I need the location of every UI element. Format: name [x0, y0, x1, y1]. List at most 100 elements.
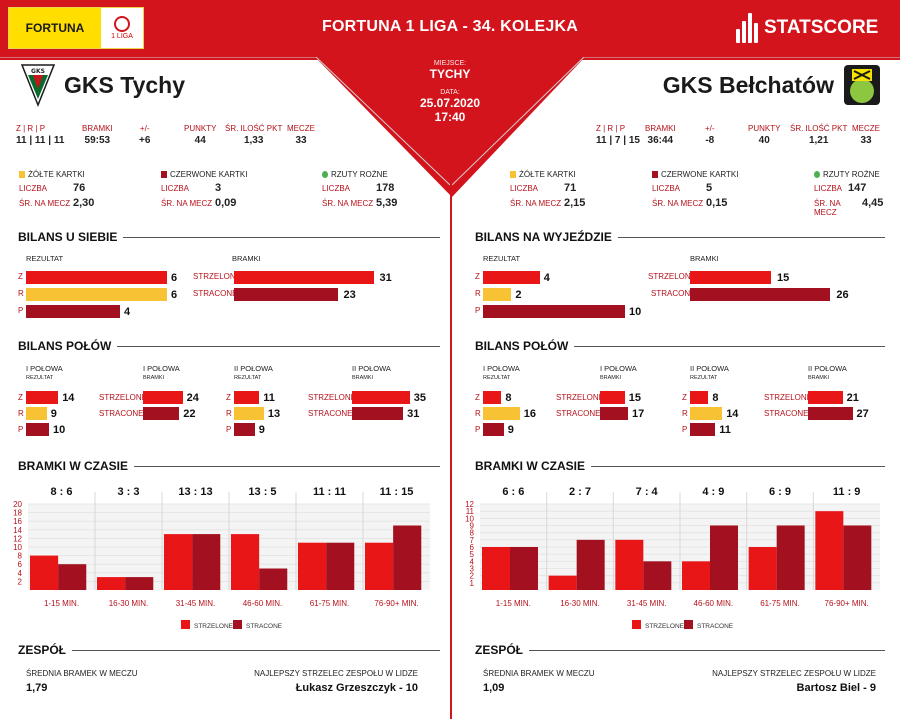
- balance-value-z: 4: [543, 272, 550, 284]
- half-value-z: 8: [505, 392, 512, 404]
- corner-ball-icon: [814, 171, 820, 178]
- half-bar-scored: [600, 391, 625, 404]
- half-value-p: 9: [507, 424, 514, 436]
- home-diff-label: +/-: [139, 124, 150, 133]
- half-sub-1: BRAMKI: [600, 375, 622, 381]
- score-label: 11 : 15: [380, 486, 414, 498]
- result-label: REZULTAT: [26, 254, 64, 263]
- r-label: R: [18, 289, 24, 298]
- goals-value-conceded: 26: [836, 289, 849, 301]
- half-label-r: R: [18, 409, 24, 418]
- away-matches-value: 33: [860, 135, 872, 146]
- score-label: 11 : 9: [833, 486, 861, 498]
- y-tick-label: 5: [470, 550, 475, 559]
- y-tick-label: 18: [13, 509, 22, 518]
- corner-avg: 5,39: [376, 197, 398, 209]
- venue-label: MIEJSCE:: [433, 60, 467, 67]
- half-sub-0: REZULTAT: [483, 375, 511, 381]
- p-label: P: [475, 306, 481, 315]
- balance-value-r: 2: [515, 289, 522, 301]
- away-yellow-cards: ŻÓŁTE KARTKI LICZBA 71 ŚR. NA MECZ 2,15: [510, 170, 585, 209]
- half-sub-3: BRAMKI: [808, 375, 830, 381]
- half-title-0: I POŁOWA: [483, 364, 520, 373]
- legend-scored-label: STRZELONE: [645, 623, 685, 630]
- goals-col-label: BRAMKI: [690, 254, 719, 263]
- bar-scored: [748, 547, 777, 590]
- half-bar-p: [690, 423, 716, 436]
- half-label-z: Z: [682, 393, 687, 402]
- x-tick-label: 46-60 MIN.: [243, 599, 283, 608]
- y-tick-label: 1: [470, 579, 475, 588]
- score-label: 3 : 3: [117, 486, 139, 498]
- date-value: 25.07.2020: [419, 96, 481, 110]
- home-goals-value: 59:53: [84, 135, 111, 146]
- avg-label: ŚR. NA MECZ: [322, 199, 374, 208]
- yellow-count: 71: [564, 182, 577, 194]
- center-divider: [450, 184, 452, 719]
- y-tick-label: 4: [470, 557, 475, 566]
- r-label: R: [475, 289, 481, 298]
- y-tick-label: 11: [466, 507, 475, 516]
- home-matches-label: MECZE: [287, 124, 315, 133]
- legend-conceded-label: STRACONE: [697, 623, 734, 630]
- bar-scored: [164, 534, 193, 590]
- half-sub-2: REZULTAT: [690, 375, 718, 381]
- y-tick-label: 6: [470, 543, 475, 552]
- conceded-label: STRACONE: [193, 289, 238, 298]
- half-label-conceded: STRACONE: [556, 409, 601, 418]
- half-label-p: P: [475, 425, 481, 434]
- legend-conceded-label: STRACONE: [246, 623, 283, 630]
- sponsor-name: FORTUNA: [9, 8, 101, 48]
- home-red-cards: CZERWONE KARTKI LICZBA 3 ŚR. NA MECZ 0,09: [161, 170, 248, 209]
- home-diff-value: +6: [139, 135, 151, 146]
- score-label: 11 : 11: [313, 486, 346, 498]
- y-tick-label: 7: [470, 536, 475, 545]
- red-title: CZERWONE KARTKI: [661, 170, 739, 179]
- away-time-title: BRAMKI W CZASIE: [475, 459, 885, 473]
- avg-label: ŚR. NA MECZ: [652, 199, 704, 208]
- statscore-bars-icon: [736, 13, 758, 43]
- away-team-name: GKS Bełchatów: [662, 72, 834, 98]
- y-tick-label: 12: [465, 500, 474, 509]
- bar-conceded: [393, 525, 422, 590]
- balance-value-p: 4: [124, 306, 131, 318]
- bar-scored: [815, 511, 844, 590]
- match-info: MIEJSCE: TYCHY DATA: 25.07.2020 17:40: [380, 58, 520, 124]
- legend-scored-swatch: [181, 620, 190, 629]
- bar-scored: [365, 542, 394, 590]
- svg-text:GKS: GKS: [31, 68, 45, 75]
- x-tick-label: 1-15 MIN.: [44, 599, 79, 608]
- balance-bar-z: [26, 271, 167, 284]
- home-yellow-cards: ŻÓŁTE KARTKI LICZBA 76 ŚR. NA MECZ 2,30: [19, 170, 94, 209]
- balance-bar-r: [26, 288, 167, 301]
- x-tick-label: 76-90+ MIN.: [374, 599, 418, 608]
- p-label: P: [18, 306, 24, 315]
- corner-title: RZUTY ROŻNE: [823, 170, 880, 179]
- y-tick-label: 16: [13, 517, 22, 526]
- half-sub-0: REZULTAT: [26, 375, 54, 381]
- half-bar-z: [483, 391, 502, 404]
- half-label-p: P: [682, 425, 688, 434]
- avg-label: ŚR. NA MECZ: [510, 199, 562, 208]
- ball-icon: [114, 16, 130, 32]
- away-goals-label: BRAMKI: [645, 124, 676, 133]
- half-sub-3: BRAMKI: [352, 375, 374, 381]
- red-avg: 0,15: [706, 197, 728, 209]
- half-value-z: 8: [712, 392, 719, 404]
- statscore-logo: STATSCORE: [736, 8, 896, 48]
- half-value-p: 11: [719, 424, 731, 436]
- half-label-conceded: STRACONE: [764, 409, 809, 418]
- half-value-p: 9: [258, 424, 265, 436]
- balance-value-r: 6: [171, 289, 178, 301]
- half-title-2: II POŁOWA: [690, 364, 729, 373]
- panel-edges: [0, 57, 900, 186]
- yellow-title: ŻÓŁTE KARTKI: [28, 170, 85, 179]
- goals-value-scored: 31: [379, 272, 392, 284]
- x-tick-label: 1-15 MIN.: [496, 599, 531, 608]
- y-tick-label: 10: [465, 514, 474, 523]
- x-tick-label: 31-45 MIN.: [627, 599, 667, 608]
- y-tick-label: 14: [13, 526, 22, 535]
- count-label: LICZBA: [19, 184, 48, 193]
- brand-name: STATSCORE: [764, 17, 879, 38]
- home-top-scorer-value: Łukasz Grzeszczyk - 10: [295, 682, 418, 694]
